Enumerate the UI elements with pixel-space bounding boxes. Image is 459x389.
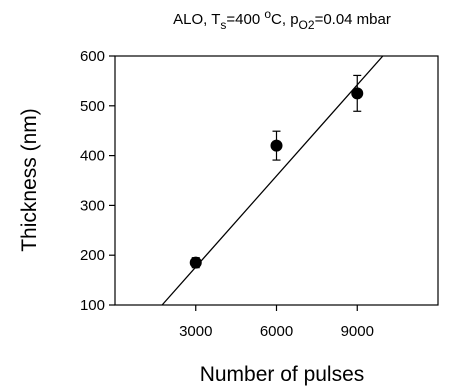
y-tick-label: 400: [80, 148, 105, 165]
x-axis-title: Number of pulses: [200, 363, 365, 386]
y-axis-title: Thickness (nm): [18, 108, 41, 252]
plot-frame: [114, 55, 439, 306]
y-tick-label: 200: [80, 247, 105, 264]
y-tick-label: 600: [80, 48, 105, 65]
x-tick-label: 6000: [260, 323, 293, 340]
y-tick-label: 300: [80, 197, 105, 214]
y-tick-label: 500: [80, 98, 105, 115]
chart-title: ALO, Ts=400 oC, pO2=0.04 mbar: [173, 7, 391, 32]
x-tick-label: 9000: [341, 323, 374, 340]
data-point: [270, 139, 283, 152]
data-point: [351, 87, 364, 100]
data-point: [189, 256, 202, 269]
plot-area: 100 200 300 400 500 600 3000 6000 9000: [80, 48, 439, 340]
x-tick-label: 3000: [179, 323, 212, 340]
y-tick-label: 100: [80, 297, 105, 314]
